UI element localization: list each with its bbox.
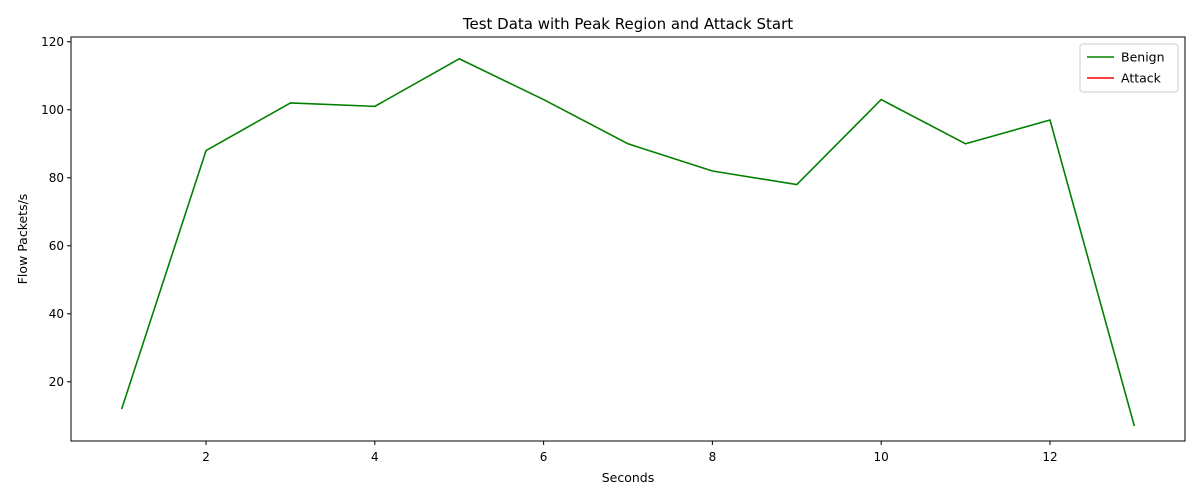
x-axis-label: Seconds [602,470,655,485]
x-tick-label: 12 [1042,450,1057,464]
y-axis-label: Flow Packets/s [15,194,30,285]
y-tick-label: 100 [41,103,64,117]
legend-label-attack: Attack [1121,71,1162,86]
chart-title: Test Data with Peak Region and Attack St… [462,15,793,33]
legend-box [1079,43,1179,93]
plot-frame [70,36,1186,442]
y-tick-label: 80 [49,171,64,185]
legend-label-benign: Benign [1121,50,1165,65]
x-tick-label: 6 [540,450,548,464]
x-tick-label: 10 [874,450,889,464]
y-axis: 20 40 60 80 100 120 [41,35,71,389]
x-tick-label: 4 [371,450,379,464]
series-line-benign [120,57,1136,427]
y-tick-label: 20 [49,375,64,389]
y-tick-label: 120 [41,35,64,49]
legend: Benign Attack [1079,43,1179,93]
x-tick-label: 2 [202,450,210,464]
plot-area [120,57,1136,427]
y-tick-label: 40 [49,307,64,321]
x-axis: 2 4 6 8 10 12 [202,441,1058,464]
x-tick-label: 8 [709,450,717,464]
y-tick-label: 60 [49,239,64,253]
